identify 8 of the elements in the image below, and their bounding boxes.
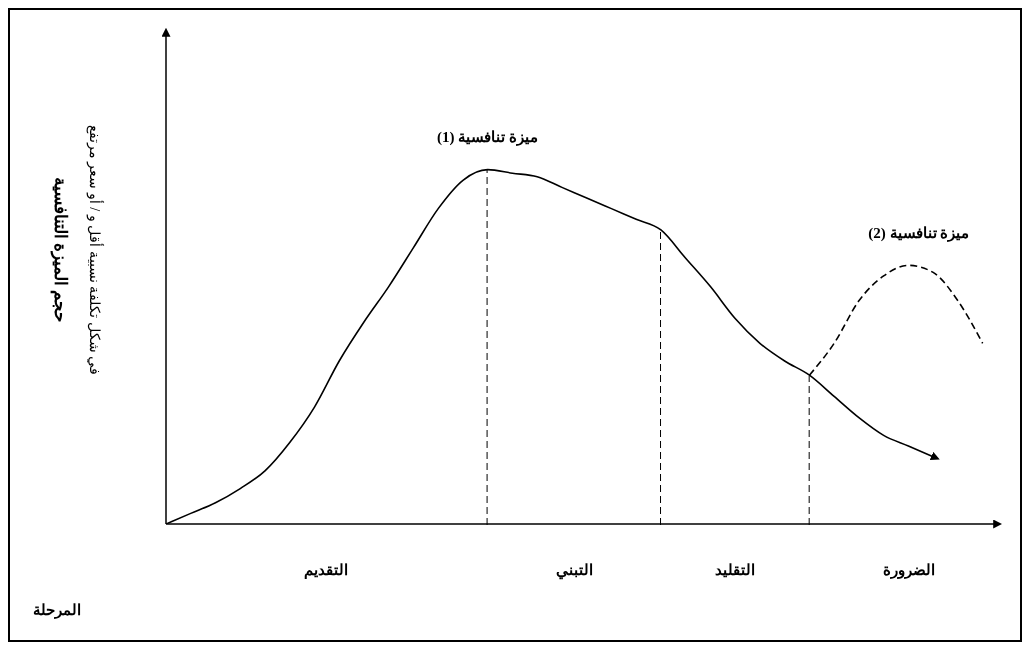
y-axis-title: حجم الميزة التنافسية في شكل تكلفة نسبية أقل و / أو سعر مرتفع — [50, 124, 105, 376]
text: الضرورة — [882, 562, 935, 579]
text: المرحلة — [33, 602, 82, 619]
text: ميزة تنافسية (2) — [868, 224, 970, 242]
text: ميزة تنافسية (1) — [437, 128, 539, 146]
text: التقديم — [304, 562, 349, 579]
text: التقليد — [715, 562, 756, 578]
text: التبني — [555, 562, 593, 580]
